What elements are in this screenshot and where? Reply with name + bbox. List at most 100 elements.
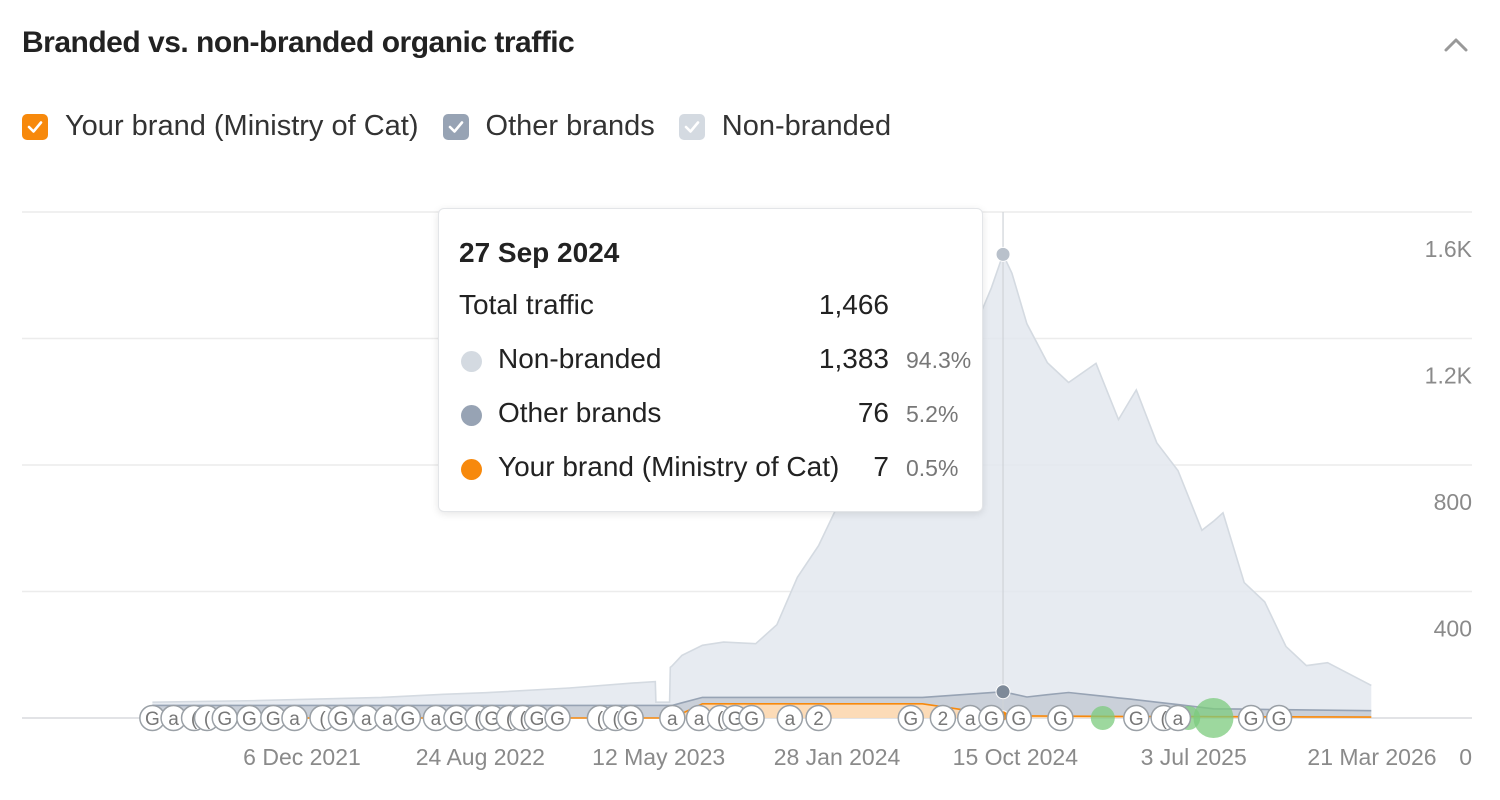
legend-item-your-brand[interactable]: Your brand (Ministry of Cat) bbox=[22, 110, 419, 143]
x-tick-label: 15 Oct 2024 bbox=[953, 744, 1079, 770]
google-update-marker[interactable]: G bbox=[139, 704, 166, 732]
google-update-marker[interactable]: G bbox=[1237, 704, 1265, 732]
google-update-marker[interactable]: G bbox=[394, 704, 422, 732]
collapse-button[interactable] bbox=[1438, 30, 1474, 60]
google-update-marker[interactable]: G bbox=[211, 704, 239, 732]
hover-marker-non-branded bbox=[995, 246, 1011, 262]
check-icon bbox=[684, 120, 700, 133]
marker-label: G bbox=[1272, 709, 1287, 730]
x-tick-label: 24 Aug 2022 bbox=[416, 744, 545, 770]
marker-label: G bbox=[903, 709, 918, 730]
y-tick-label: 800 bbox=[1434, 489, 1472, 515]
marker-circle bbox=[897, 704, 925, 732]
marker-label: a bbox=[382, 709, 393, 730]
legend-label: Non-branded bbox=[721, 110, 892, 142]
google-update-marker[interactable]: G bbox=[443, 704, 470, 732]
marker-label: G bbox=[334, 709, 349, 730]
legend: Your brand (Ministry of Cat) Other brand… bbox=[22, 110, 915, 143]
other-brands-checkbox[interactable] bbox=[442, 113, 469, 140]
marker-label: a bbox=[694, 709, 705, 730]
your-brand-checkbox[interactable] bbox=[22, 113, 48, 140]
marker-circle bbox=[978, 704, 1005, 732]
legend-label: Your brand (Ministry of Cat) bbox=[65, 110, 419, 142]
ahrefs-update-marker[interactable]: a bbox=[281, 704, 308, 732]
google-update-marker[interactable]: G bbox=[1265, 704, 1293, 732]
tooltip-series-percent: 94.3% bbox=[906, 347, 972, 373]
legend-item-other-brands[interactable]: Other brands bbox=[442, 110, 655, 143]
update-marker[interactable]: 2 bbox=[805, 704, 832, 732]
google-update-marker[interactable]: G bbox=[544, 704, 571, 732]
marker-label: G bbox=[623, 709, 638, 730]
google-update-marker[interactable]: G bbox=[327, 704, 355, 732]
marker-label: G bbox=[266, 709, 281, 730]
y-tick-label: 1.2K bbox=[1425, 363, 1473, 389]
chart-tooltip: 27 Sep 2024 Total traffic 1,466 Non-bran… bbox=[438, 208, 983, 512]
ahrefs-update-marker[interactable]: a bbox=[1164, 704, 1192, 732]
tooltip-total-label: Total traffic bbox=[459, 289, 594, 320]
marker-label: 2 bbox=[813, 709, 824, 730]
tooltip-series-value: 76 bbox=[857, 397, 889, 428]
marker-circle bbox=[394, 704, 422, 732]
legend-label: Other brands bbox=[485, 110, 655, 142]
marker-label: a bbox=[667, 709, 678, 730]
panel-title: Branded vs. non-branded organic traffic bbox=[22, 26, 575, 59]
ahrefs-update-marker[interactable]: a bbox=[776, 704, 804, 732]
marker-circle bbox=[617, 704, 644, 732]
tooltip-series-value: 7 bbox=[873, 451, 889, 482]
update-highlight-marker[interactable] bbox=[1193, 698, 1234, 738]
tooltip-total-row: Total traffic 1,466 bbox=[459, 289, 979, 329]
series-dot bbox=[461, 351, 482, 372]
update-marker[interactable]: 2 bbox=[929, 704, 957, 732]
y-tick-label: 0 bbox=[1459, 744, 1472, 770]
ahrefs-update-marker[interactable]: a bbox=[659, 704, 686, 732]
marker-circle bbox=[738, 704, 765, 732]
tooltip-row-your-brand: Your brand (Ministry of Cat) 7 0.5% bbox=[459, 451, 979, 491]
marker-label: G bbox=[530, 709, 545, 730]
marker-label: a bbox=[431, 709, 442, 730]
non-branded-checkbox[interactable] bbox=[678, 113, 705, 140]
marker-circle bbox=[1237, 704, 1265, 732]
update-highlight-marker[interactable] bbox=[1090, 706, 1115, 730]
tooltip-series-percent: 5.2% bbox=[906, 401, 959, 427]
marker-circle bbox=[1164, 704, 1192, 732]
marker-label: ( bbox=[319, 709, 326, 730]
series-dot bbox=[461, 405, 482, 426]
marker-label: G bbox=[1053, 709, 1068, 730]
check-icon bbox=[27, 120, 43, 133]
marker-label: G bbox=[242, 709, 257, 730]
marker-label: a bbox=[785, 709, 796, 730]
tooltip-total-value: 1,466 bbox=[818, 289, 889, 320]
google-update-marker[interactable]: G bbox=[897, 704, 925, 732]
marker-label: 2 bbox=[938, 709, 949, 730]
marker-label: G bbox=[1011, 709, 1026, 730]
series-dot bbox=[461, 459, 482, 480]
google-update-marker[interactable]: G bbox=[978, 704, 1005, 732]
marker-circle bbox=[805, 704, 832, 732]
x-tick-label: 3 Jul 2025 bbox=[1141, 744, 1247, 770]
check-icon bbox=[448, 120, 463, 133]
google-update-marker[interactable]: G bbox=[738, 704, 765, 732]
marker-circle bbox=[929, 704, 957, 732]
marker-circle bbox=[281, 704, 308, 732]
marker-label: G bbox=[744, 709, 759, 730]
marker-label: a bbox=[1173, 709, 1184, 730]
marker-label: a bbox=[289, 709, 300, 730]
google-update-marker[interactable]: G bbox=[236, 704, 263, 732]
google-update-marker[interactable]: G bbox=[617, 704, 644, 732]
marker-circle bbox=[1005, 704, 1032, 732]
marker-label: ( bbox=[717, 709, 724, 730]
legend-item-non-branded[interactable]: Non-branded bbox=[678, 110, 892, 143]
marker-circle bbox=[544, 704, 571, 732]
google-update-marker[interactable]: G bbox=[1047, 704, 1074, 732]
y-tick-label: 400 bbox=[1434, 616, 1472, 642]
google-update-marker[interactable]: G bbox=[1005, 704, 1032, 732]
google-update-marker[interactable]: G bbox=[1123, 704, 1150, 732]
marker-label: G bbox=[984, 709, 999, 730]
google-update-marker[interactable]: G bbox=[260, 704, 287, 732]
marker-label: ( bbox=[506, 709, 513, 730]
google-update-marker[interactable]: G bbox=[523, 704, 551, 732]
x-tick-label: 21 Mar 2026 bbox=[1307, 744, 1436, 770]
marker-circle bbox=[776, 704, 804, 732]
marker-label: G bbox=[145, 709, 160, 730]
